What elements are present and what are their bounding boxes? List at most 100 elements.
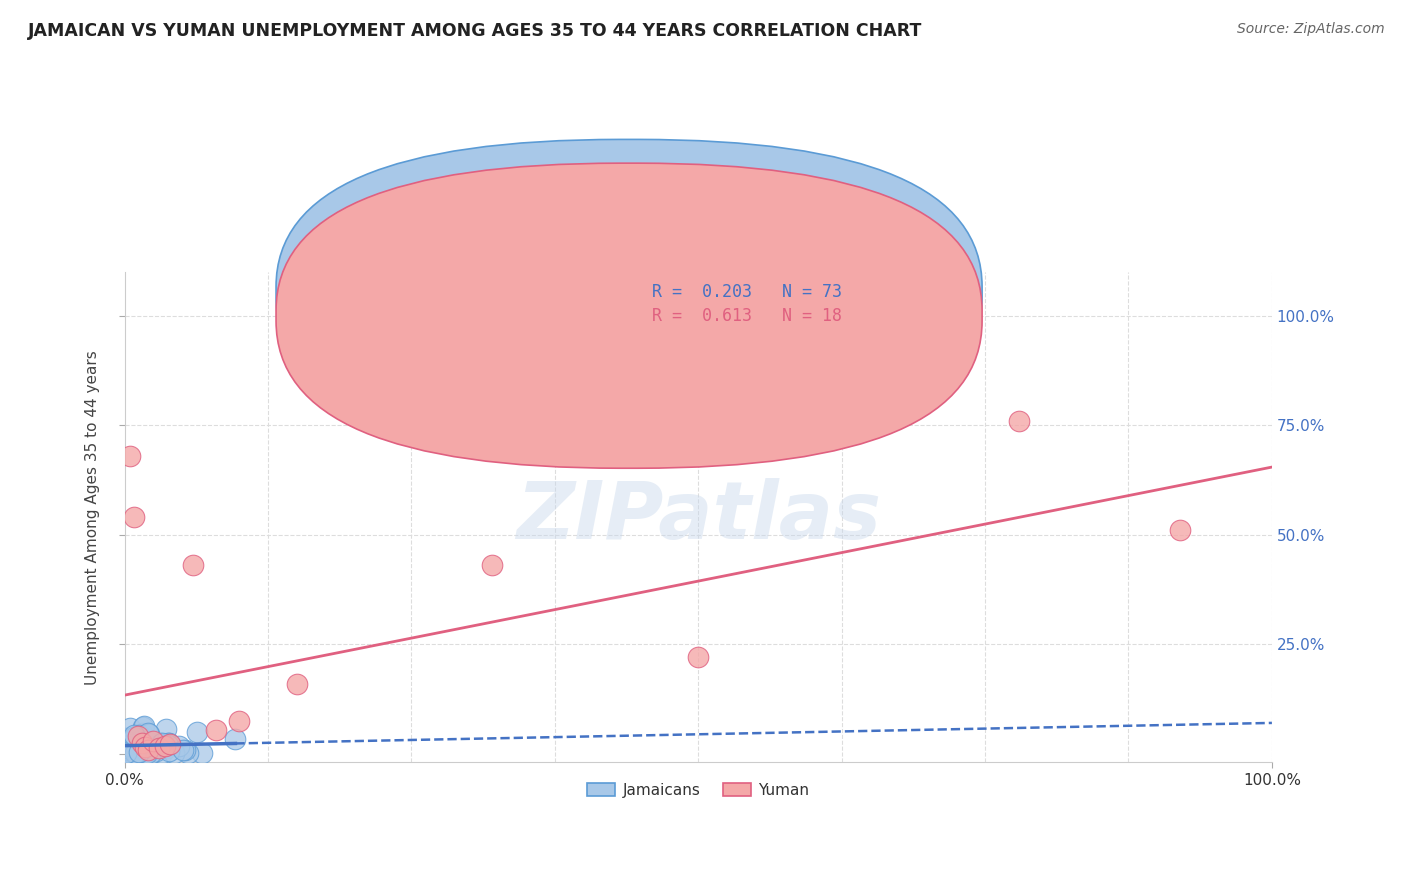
Point	[156, 741, 179, 756]
Point	[688, 650, 710, 665]
Point	[125, 729, 148, 743]
Point	[115, 741, 138, 756]
Point	[167, 739, 190, 754]
Point	[118, 735, 141, 749]
Point	[115, 746, 138, 760]
Point	[186, 725, 208, 739]
Point	[114, 746, 136, 760]
Point	[138, 740, 160, 755]
Point	[120, 721, 142, 735]
Point	[118, 739, 141, 753]
Point	[132, 742, 155, 756]
Point	[191, 746, 214, 760]
Point	[159, 737, 181, 751]
Point	[228, 714, 250, 728]
Point	[1008, 414, 1031, 428]
Point	[122, 735, 145, 749]
Point	[117, 745, 139, 759]
Point	[156, 736, 179, 750]
Point	[114, 741, 136, 756]
Point	[148, 741, 170, 756]
Point	[481, 558, 503, 573]
Point	[139, 736, 162, 750]
Point	[124, 746, 146, 760]
Point	[114, 731, 136, 746]
Point	[134, 746, 156, 760]
Point	[124, 739, 146, 754]
Point	[124, 743, 146, 757]
Point	[122, 746, 145, 760]
Point	[128, 728, 150, 742]
FancyBboxPatch shape	[276, 163, 983, 468]
Point	[122, 728, 145, 742]
Point	[157, 744, 180, 758]
Point	[1168, 524, 1191, 538]
Point	[136, 743, 159, 757]
Point	[142, 741, 165, 756]
Point	[150, 746, 173, 760]
Text: ZIPatlas: ZIPatlas	[516, 478, 880, 557]
Point	[124, 746, 146, 760]
Point	[172, 742, 194, 756]
Point	[176, 746, 198, 760]
Point	[120, 737, 142, 751]
Point	[125, 738, 148, 752]
Point	[131, 736, 153, 750]
Point	[114, 743, 136, 757]
Point	[142, 737, 165, 751]
Point	[134, 740, 156, 755]
Text: R =  0.613   N = 18: R = 0.613 N = 18	[651, 307, 842, 325]
Point	[157, 736, 180, 750]
Point	[183, 558, 205, 573]
FancyBboxPatch shape	[276, 139, 983, 444]
Text: R =  0.203   N = 73: R = 0.203 N = 73	[651, 283, 842, 301]
Point	[118, 746, 141, 760]
Point	[285, 676, 308, 690]
Point	[132, 741, 155, 756]
Point	[145, 744, 167, 758]
Text: JAMAICAN VS YUMAN UNEMPLOYMENT AMONG AGES 35 TO 44 YEARS CORRELATION CHART: JAMAICAN VS YUMAN UNEMPLOYMENT AMONG AGE…	[28, 22, 922, 40]
Point	[129, 732, 152, 747]
Point	[127, 729, 149, 743]
Point	[134, 719, 156, 733]
Point	[163, 746, 186, 760]
Point	[122, 740, 145, 755]
Point	[138, 741, 160, 756]
Point	[120, 746, 142, 760]
Point	[125, 746, 148, 760]
Point	[114, 746, 136, 760]
Point	[149, 736, 172, 750]
Point	[155, 723, 177, 737]
Point	[148, 736, 170, 750]
Point	[131, 726, 153, 740]
Point	[132, 739, 155, 753]
Point	[142, 733, 165, 747]
Point	[120, 449, 142, 463]
Point	[115, 739, 138, 753]
Point	[157, 738, 180, 752]
Point	[150, 736, 173, 750]
Point	[224, 732, 246, 747]
Point	[153, 739, 176, 753]
Y-axis label: Unemployment Among Ages 35 to 44 years: Unemployment Among Ages 35 to 44 years	[86, 350, 100, 684]
Text: Source: ZipAtlas.com: Source: ZipAtlas.com	[1237, 22, 1385, 37]
Legend: Jamaicans, Yuman: Jamaicans, Yuman	[581, 777, 815, 804]
Point	[122, 510, 145, 524]
Point	[128, 735, 150, 749]
Point	[122, 730, 145, 744]
Point	[146, 736, 169, 750]
Point	[121, 737, 143, 751]
Point	[128, 745, 150, 759]
Point	[136, 735, 159, 749]
Point	[136, 746, 159, 760]
Point	[117, 736, 139, 750]
FancyBboxPatch shape	[595, 272, 893, 335]
Point	[127, 743, 149, 757]
Point	[136, 726, 159, 740]
Point	[138, 726, 160, 740]
Point	[149, 737, 172, 751]
Point	[115, 746, 138, 760]
Point	[174, 743, 197, 757]
Point	[139, 746, 162, 760]
Point	[205, 723, 228, 737]
